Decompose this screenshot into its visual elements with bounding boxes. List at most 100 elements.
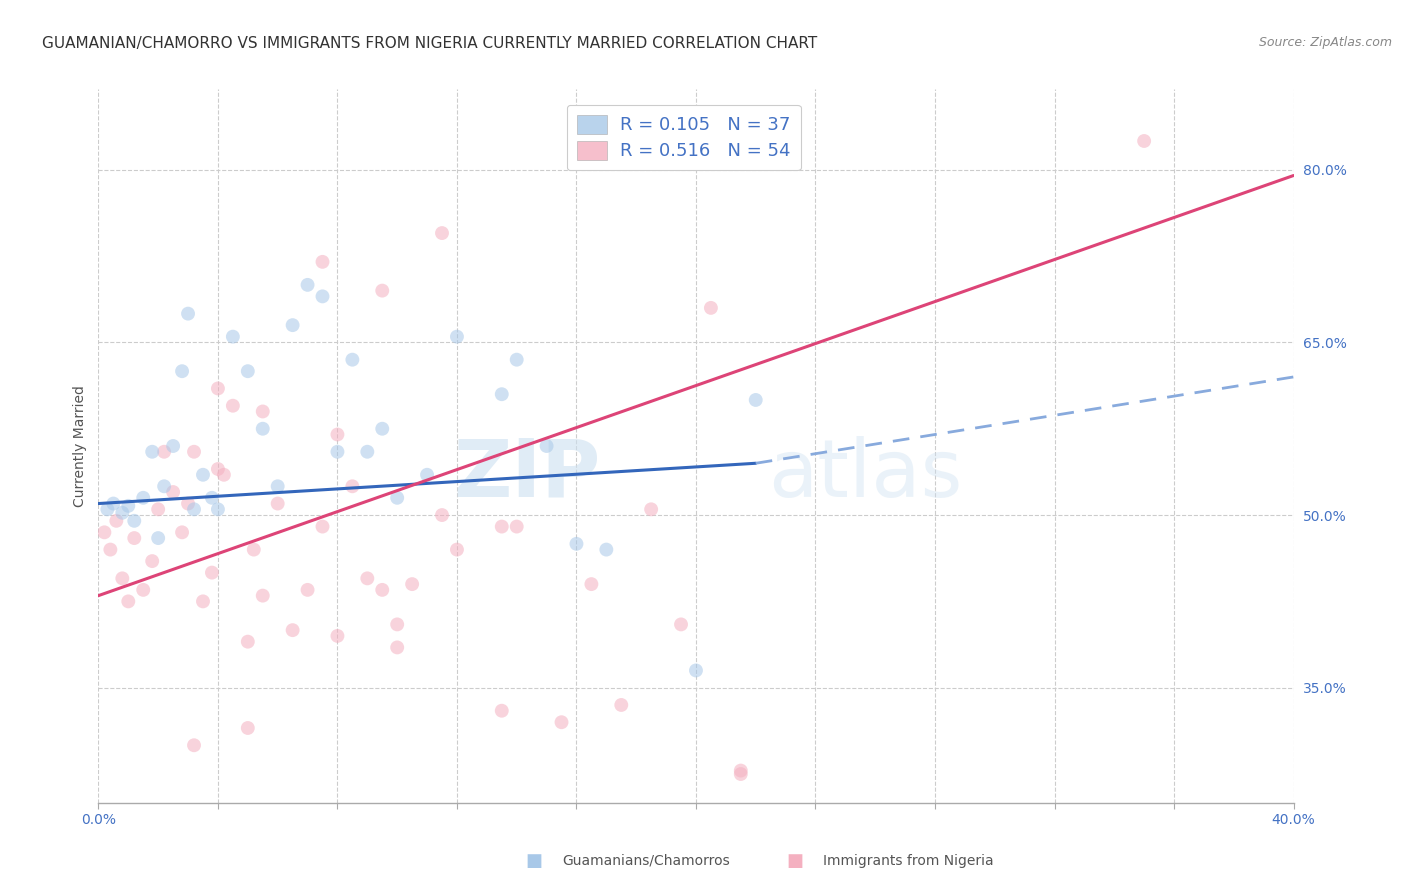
Point [212,467,235,482]
Point [236,364,259,378]
Point [207,381,229,395]
Text: Immigrants from Nigeria: Immigrants from Nigeria [823,854,993,868]
Point [236,721,259,735]
Point [148,531,170,545]
Point [371,422,394,436]
Point [385,640,409,655]
Point [326,444,349,458]
Point [236,634,259,648]
Text: ■: ■ [526,852,543,870]
Point [172,525,194,540]
Point [93,525,115,540]
Point [311,255,333,269]
Point [132,582,155,597]
Point [222,329,245,343]
Point [267,479,290,493]
Point [222,399,245,413]
Point [96,502,118,516]
Point [700,301,723,315]
Y-axis label: Currently Married: Currently Married [73,385,87,507]
Point [297,277,319,292]
Point [153,444,176,458]
Point [177,497,200,511]
Point [506,352,529,367]
Point [356,571,378,585]
Point [491,704,513,718]
Point [685,664,707,678]
Point [430,508,453,522]
Point [111,571,134,585]
Point [1133,134,1156,148]
Point [183,738,205,752]
Point [565,537,588,551]
Point [385,617,409,632]
Point [207,502,229,516]
Point [430,226,453,240]
Point [177,307,200,321]
Point [401,577,423,591]
Point [141,554,163,568]
Point [491,387,513,401]
Point [326,427,349,442]
Point [356,444,378,458]
Point [297,582,319,597]
Text: GUAMANIAN/CHAMORRO VS IMMIGRANTS FROM NIGERIA CURRENTLY MARRIED CORRELATION CHAR: GUAMANIAN/CHAMORRO VS IMMIGRANTS FROM NI… [42,36,817,51]
Point [141,444,163,458]
Point [640,502,662,516]
Point [162,485,184,500]
Point [252,422,274,436]
Point [105,514,128,528]
Point [610,698,633,712]
Point [100,542,122,557]
Point [117,499,139,513]
Point [183,444,205,458]
Point [669,617,692,632]
Point [342,352,364,367]
Point [281,623,304,637]
Point [153,479,176,493]
Text: Source: ZipAtlas.com: Source: ZipAtlas.com [1258,36,1392,49]
Point [385,491,409,505]
Point [111,506,134,520]
Point [730,764,752,778]
Point [491,519,513,533]
Point [730,767,752,781]
Point [124,514,146,528]
Point [103,497,125,511]
Point [207,462,229,476]
Point [267,497,290,511]
Point [124,531,146,545]
Point [252,589,274,603]
Point [446,329,468,343]
Point [595,542,617,557]
Point [371,582,394,597]
Text: atlas: atlas [768,435,962,514]
Point [506,519,529,533]
Point [191,594,214,608]
Legend: R = 0.105   N = 37, R = 0.516   N = 54: R = 0.105 N = 37, R = 0.516 N = 54 [567,104,800,169]
Point [162,439,184,453]
Text: ZIP: ZIP [453,435,600,514]
Point [745,392,768,407]
Point [201,491,224,505]
Point [326,629,349,643]
Point [201,566,224,580]
Point [281,318,304,333]
Text: ■: ■ [786,852,803,870]
Text: Guamanians/Chamorros: Guamanians/Chamorros [562,854,730,868]
Point [191,467,214,482]
Point [252,404,274,418]
Point [550,715,572,730]
Point [311,519,333,533]
Point [311,289,333,303]
Point [342,479,364,493]
Point [132,491,155,505]
Point [446,542,468,557]
Point [183,502,205,516]
Point [243,542,266,557]
Point [416,467,439,482]
Point [117,594,139,608]
Point [371,284,394,298]
Point [172,364,194,378]
Point [536,439,558,453]
